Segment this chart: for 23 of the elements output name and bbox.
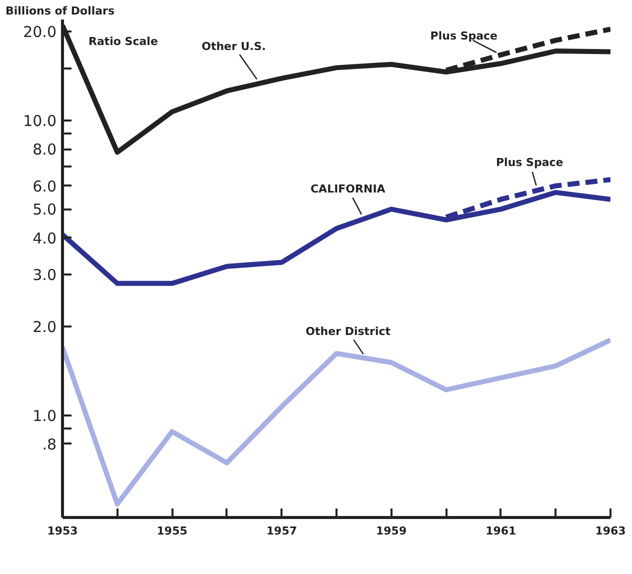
x-tick-label: 1963	[595, 524, 626, 538]
y-tick-label: 1.0	[32, 406, 57, 425]
annotation: Ratio Scale	[88, 35, 158, 48]
series-label: CALIFORNIA	[310, 182, 386, 196]
x-tick-label: 1959	[376, 524, 407, 538]
y-tick-label: 5.0	[32, 200, 57, 219]
series-label: Plus Space	[430, 29, 498, 42]
text: Other U.S.	[202, 40, 266, 53]
y-tick-label: 6.0	[32, 177, 57, 196]
x-tick-label: 1957	[266, 524, 298, 538]
y-axis-title: Billions of Dollars	[6, 4, 115, 18]
y-tick-label: 3.0	[32, 266, 57, 284]
x-tick-label: 1953	[47, 524, 78, 538]
x-tick-label: 1961	[486, 524, 516, 538]
y-tick-label: 8.0	[32, 140, 57, 159]
series-label: Plus Space	[496, 156, 564, 169]
x-tick-label: 1955	[156, 524, 188, 538]
y-tick-label: 2.0	[32, 318, 57, 336]
text: Other District	[306, 324, 391, 338]
y-tick-label: 20.0	[23, 23, 57, 42]
y-tick-label: 4.0	[32, 229, 57, 248]
y-tick-label: .8	[42, 435, 56, 454]
y-tick-label: 10.0	[23, 112, 57, 130]
